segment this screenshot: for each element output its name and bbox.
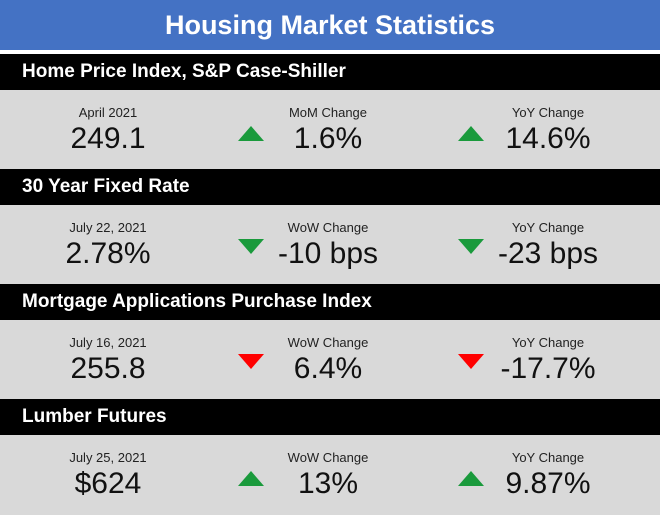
change1-label: WoW Change [287,334,369,350]
change2-label: YoY Change [511,449,585,465]
change2-value: -17.7% [500,351,596,385]
page-title: Housing Market Statistics [0,0,660,50]
change1-cell: WoW Change -10 bps [258,205,398,285]
change1-value: -10 bps [277,236,379,270]
section-title: Mortgage Applications Purchase Index [0,284,660,320]
current-value: 249.1 [70,121,146,155]
date-label: April 2021 [78,104,138,120]
change2-value: 14.6% [505,121,591,155]
section-home-price-index: Home Price Index, S&P Case-Shiller April… [0,54,660,170]
current-value-cell: July 22, 2021 2.78% [38,205,178,285]
change2-cell: YoY Change 14.6% [478,90,618,170]
current-value: 255.8 [70,351,146,385]
current-value-cell: July 16, 2021 255.8 [38,320,178,400]
date-label: July 16, 2021 [69,334,147,350]
change2-cell: YoY Change -17.7% [478,320,618,400]
change2-label: YoY Change [511,219,585,235]
current-value: $624 [74,466,142,500]
change1-value: 6.4% [293,351,363,385]
change1-cell: WoW Change 6.4% [258,320,398,400]
change2-cell: YoY Change 9.87% [478,435,618,515]
change2-cell: YoY Change -23 bps [478,205,618,285]
change2-label: YoY Change [511,104,585,120]
current-value-cell: July 25, 2021 $624 [38,435,178,515]
date-label: July 22, 2021 [69,219,147,235]
date-label: July 25, 2021 [69,449,147,465]
section-body: April 2021 249.1 MoM Change 1.6% YoY Cha… [0,90,660,170]
section-title: 30 Year Fixed Rate [0,169,660,205]
change1-cell: MoM Change 1.6% [258,90,398,170]
arrow-down-icon [238,239,264,254]
section-30-year-fixed-rate: 30 Year Fixed Rate July 22, 2021 2.78% W… [0,169,660,285]
change1-value: 1.6% [293,121,363,155]
section-mortgage-applications: Mortgage Applications Purchase Index Jul… [0,284,660,400]
arrow-down-icon [458,354,484,369]
change1-cell: WoW Change 13% [258,435,398,515]
arrow-down-icon [238,354,264,369]
change1-value: 13% [297,466,359,500]
section-body: July 16, 2021 255.8 WoW Change 6.4% YoY … [0,320,660,400]
arrow-down-icon [458,239,484,254]
arrow-up-icon [238,126,264,141]
section-title: Lumber Futures [0,399,660,435]
change2-label: YoY Change [511,334,585,350]
arrow-up-icon [458,126,484,141]
change2-value: 9.87% [505,466,591,500]
change1-label: MoM Change [288,104,368,120]
arrow-up-icon [458,471,484,486]
current-value-cell: April 2021 249.1 [38,90,178,170]
section-lumber-futures: Lumber Futures July 25, 2021 $624 WoW Ch… [0,399,660,515]
change1-label: WoW Change [287,219,369,235]
current-value: 2.78% [65,236,151,270]
section-body: July 25, 2021 $624 WoW Change 13% YoY Ch… [0,435,660,515]
section-body: July 22, 2021 2.78% WoW Change -10 bps Y… [0,205,660,285]
arrow-up-icon [238,471,264,486]
change1-label: WoW Change [287,449,369,465]
section-title: Home Price Index, S&P Case-Shiller [0,54,660,90]
change2-value: -23 bps [497,236,599,270]
